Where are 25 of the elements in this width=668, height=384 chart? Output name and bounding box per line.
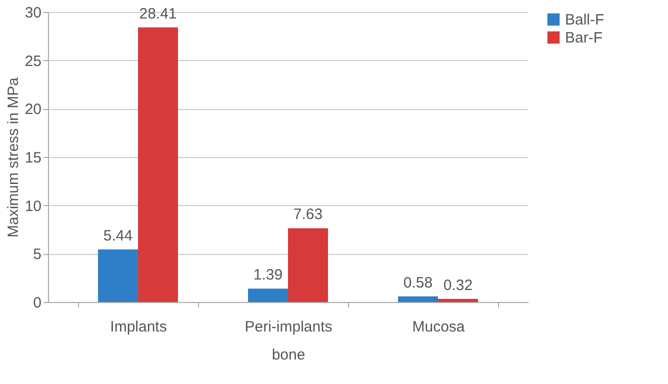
data-label: 7.63 xyxy=(293,206,323,224)
bar xyxy=(398,296,438,302)
x-tick-label: Mucosa xyxy=(412,318,466,336)
legend-label: Bar-F xyxy=(565,30,602,46)
y-tick-label: 5 xyxy=(33,246,42,264)
bar xyxy=(438,298,478,302)
bar xyxy=(98,249,138,302)
bar xyxy=(288,228,328,302)
data-label: 0.32 xyxy=(443,276,473,294)
data-label: 5.44 xyxy=(103,227,133,244)
y-tick-label: 20 xyxy=(24,101,42,118)
bar xyxy=(138,27,178,302)
y-tick-label: 10 xyxy=(24,198,42,215)
data-label: 1.39 xyxy=(253,266,283,284)
legend-label: Ball-F xyxy=(565,12,604,28)
data-label: 0.58 xyxy=(403,274,433,292)
y-tick-label: 30 xyxy=(24,4,42,22)
x-tick-label: Implants xyxy=(110,318,167,336)
y-tick-label: 25 xyxy=(24,52,42,70)
y-tick-label: 0 xyxy=(33,294,42,312)
data-label: 28.41 xyxy=(139,5,177,22)
y-tick-label: 15 xyxy=(24,150,42,166)
y-axis-title: Maximum stress in MPa xyxy=(4,76,22,238)
bar xyxy=(248,288,288,302)
x-tick-label: Peri-implants bone xyxy=(244,318,332,364)
